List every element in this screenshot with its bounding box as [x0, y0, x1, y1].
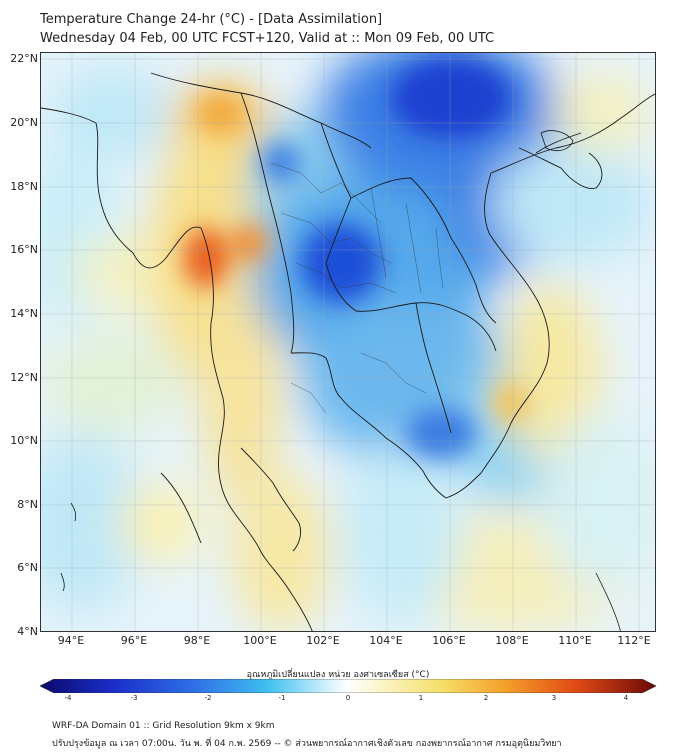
lat-label: 4°N	[17, 625, 38, 638]
temperature-extremes	[184, 58, 529, 458]
lon-label: 96°E	[120, 634, 148, 647]
colorbar-tick: -1	[278, 694, 286, 702]
colorbar	[40, 679, 656, 693]
admin-boundaries	[270, 162, 444, 414]
lon-label: 98°E	[183, 634, 211, 647]
colorbar-tick: -4	[64, 694, 72, 702]
map-title: Temperature Change 24-hr (°C) - [Data As…	[40, 12, 383, 27]
lat-label: 16°N	[10, 243, 38, 256]
copyright-note: ปรับปรุงข้อมูล ณ เวลา 07:00น. วัน พ. ที่…	[52, 739, 562, 749]
coastlines-and-borders	[41, 72, 655, 631]
map-canvas	[41, 53, 655, 631]
colorbar-tick: 3	[551, 694, 557, 702]
model-info: WRF-DA Domain 01 :: Grid Resolution 9km …	[52, 721, 275, 731]
lat-label: 20°N	[10, 116, 38, 129]
lat-label: 12°N	[10, 371, 38, 384]
colorbar-tick: -3	[130, 694, 138, 702]
map-subtitle: Wednesday 04 Feb, 00 UTC FCST+120, Valid…	[40, 31, 495, 46]
lon-label: 100°E	[243, 634, 277, 647]
graticule	[41, 53, 655, 631]
lon-label: 102°E	[306, 634, 340, 647]
lon-label: 106°E	[432, 634, 466, 647]
lat-label: 22°N	[10, 52, 38, 65]
lat-label: 10°N	[10, 434, 38, 447]
lon-label: 112°E	[617, 634, 651, 647]
lat-label: 6°N	[17, 561, 38, 574]
colorbar-tick: 0	[345, 694, 351, 702]
lat-label: 18°N	[10, 180, 38, 193]
colorbar-tick: 4	[623, 694, 629, 702]
lon-label: 108°E	[495, 634, 529, 647]
lon-label: 104°E	[369, 634, 403, 647]
colorbar-tick: 2	[483, 694, 489, 702]
colorbar-tick: -2	[204, 694, 212, 702]
lat-label: 8°N	[17, 498, 38, 511]
colorbar-title: อุณหภูมิเปลี่ยนแปลง หน่วย องศาเซลเซียส (…	[246, 670, 430, 680]
lon-label: 110°E	[558, 634, 592, 647]
lon-label: 94°E	[57, 634, 85, 647]
colorbar-tick: 1	[418, 694, 424, 702]
islands	[60, 130, 621, 631]
temperature-change-map	[40, 52, 656, 632]
lat-label: 14°N	[10, 307, 38, 320]
